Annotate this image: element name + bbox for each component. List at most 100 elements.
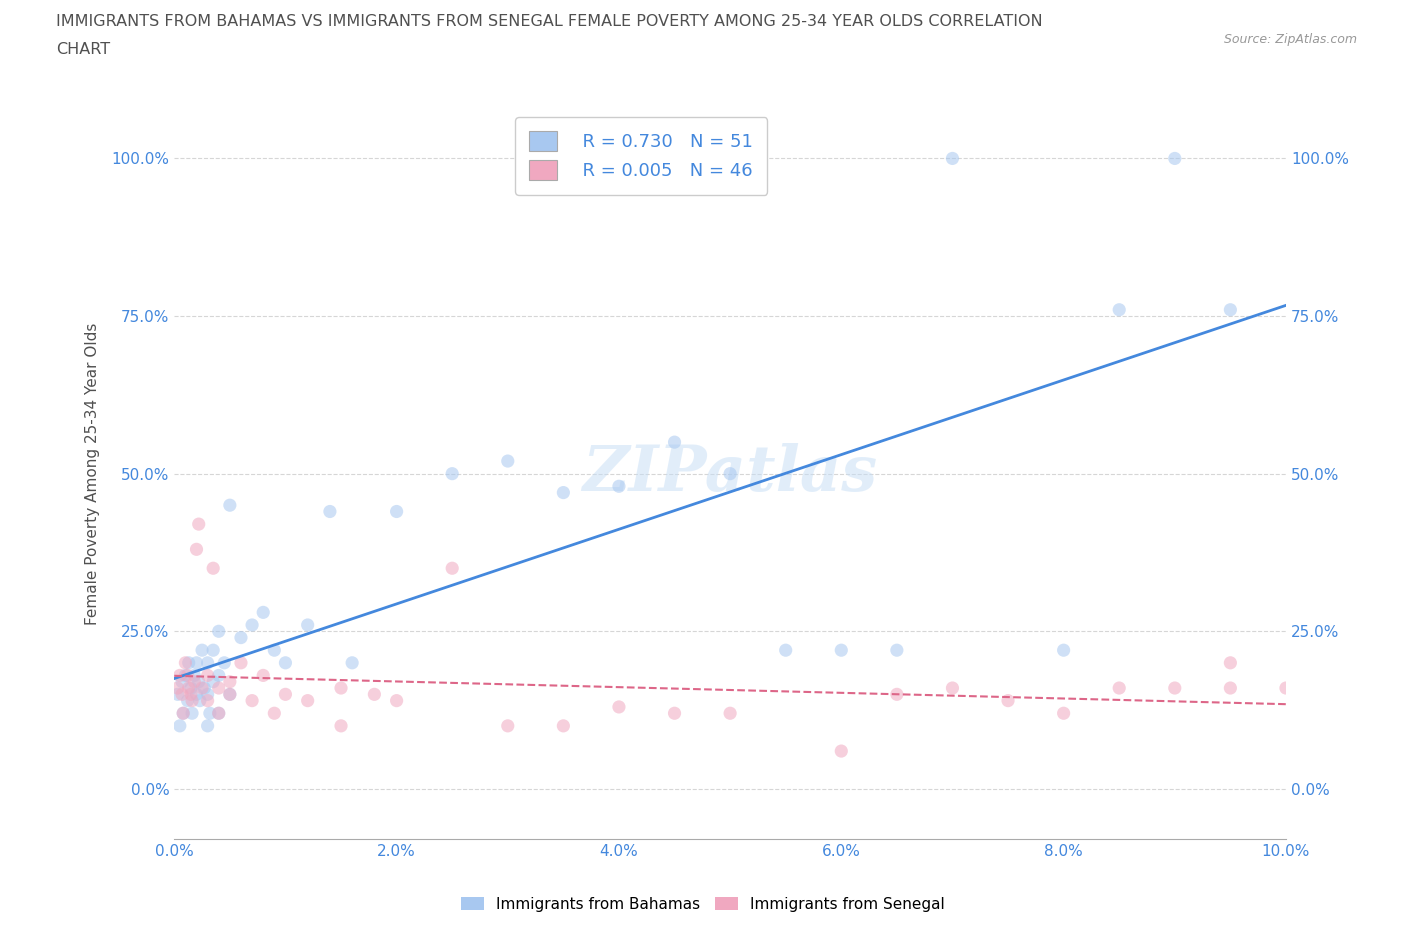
Point [1164, 681, 1187, 696]
Point [208, 706, 231, 721]
Point [496, 718, 519, 733]
Point [1052, 706, 1074, 721]
Point [208, 706, 231, 721]
Point [183, 674, 205, 689]
Point [186, 542, 208, 557]
Point [197, 687, 219, 702]
Point [252, 668, 274, 683]
Point [1052, 643, 1074, 658]
Point [553, 485, 575, 500]
Y-axis label: Female Poverty Among 25-34 Year Olds: Female Poverty Among 25-34 Year Olds [86, 323, 100, 625]
Point [664, 706, 686, 721]
Point [340, 656, 363, 671]
Point [174, 656, 197, 671]
Point [166, 687, 188, 702]
Point [441, 466, 464, 481]
Point [191, 681, 214, 696]
Point [208, 624, 231, 639]
Point [183, 668, 205, 683]
Point [330, 718, 353, 733]
Point [170, 674, 193, 689]
Point [170, 687, 193, 702]
Point [169, 668, 191, 683]
Point [166, 681, 188, 696]
Point [274, 687, 297, 702]
Point [607, 479, 630, 494]
Point [188, 693, 211, 708]
Point [997, 693, 1019, 708]
Point [274, 656, 297, 671]
Point [297, 693, 319, 708]
Point [607, 699, 630, 714]
Point [385, 504, 408, 519]
Point [718, 466, 741, 481]
Point [1108, 681, 1130, 696]
Text: ZIPatlas: ZIPatlas [582, 443, 877, 504]
Point [319, 504, 342, 519]
Point [172, 706, 194, 721]
Point [664, 434, 686, 449]
Point [553, 718, 575, 733]
Point [177, 681, 200, 696]
Point [169, 718, 191, 733]
Point [197, 693, 219, 708]
Point [202, 643, 225, 658]
Point [180, 681, 202, 696]
Point [191, 643, 214, 658]
Point [252, 604, 274, 619]
Point [186, 687, 208, 702]
Text: Source: ZipAtlas.com: Source: ZipAtlas.com [1223, 33, 1357, 46]
Point [385, 693, 408, 708]
Point [198, 706, 221, 721]
Point [830, 643, 852, 658]
Point [181, 706, 204, 721]
Point [218, 498, 240, 512]
Point [177, 656, 200, 671]
Point [941, 681, 963, 696]
Point [208, 668, 231, 683]
Point [330, 681, 353, 696]
Point [187, 517, 209, 532]
Point [202, 561, 225, 576]
Text: CHART: CHART [56, 42, 110, 57]
Legend:   R = 0.730   N = 51,   R = 0.005   N = 46: R = 0.730 N = 51, R = 0.005 N = 46 [515, 117, 768, 194]
Point [886, 687, 908, 702]
Point [263, 643, 285, 658]
Point [229, 656, 252, 671]
Point [1219, 681, 1241, 696]
Point [202, 674, 225, 689]
Point [718, 706, 741, 721]
Point [830, 744, 852, 759]
Point [1219, 656, 1241, 671]
Point [197, 656, 219, 671]
Text: IMMIGRANTS FROM BAHAMAS VS IMMIGRANTS FROM SENEGAL FEMALE POVERTY AMONG 25-34 YE: IMMIGRANTS FROM BAHAMAS VS IMMIGRANTS FR… [56, 14, 1043, 29]
Point [496, 454, 519, 469]
Point [214, 656, 236, 671]
Point [218, 674, 240, 689]
Point [193, 681, 215, 696]
Point [886, 643, 908, 658]
Point [1164, 151, 1187, 166]
Point [197, 668, 219, 683]
Point [197, 718, 219, 733]
Point [176, 693, 198, 708]
Point [1108, 302, 1130, 317]
Point [208, 681, 231, 696]
Point [181, 693, 204, 708]
Point [297, 618, 319, 632]
Point [172, 706, 194, 721]
Point [218, 687, 240, 702]
Point [363, 687, 385, 702]
Legend: Immigrants from Bahamas, Immigrants from Senegal: Immigrants from Bahamas, Immigrants from… [454, 890, 952, 918]
Point [263, 706, 285, 721]
Point [941, 151, 963, 166]
Point [1275, 681, 1298, 696]
Point [218, 687, 240, 702]
Point [186, 656, 208, 671]
Point [187, 674, 209, 689]
Point [441, 561, 464, 576]
Point [775, 643, 797, 658]
Point [240, 693, 263, 708]
Point [1219, 302, 1241, 317]
Point [229, 631, 252, 645]
